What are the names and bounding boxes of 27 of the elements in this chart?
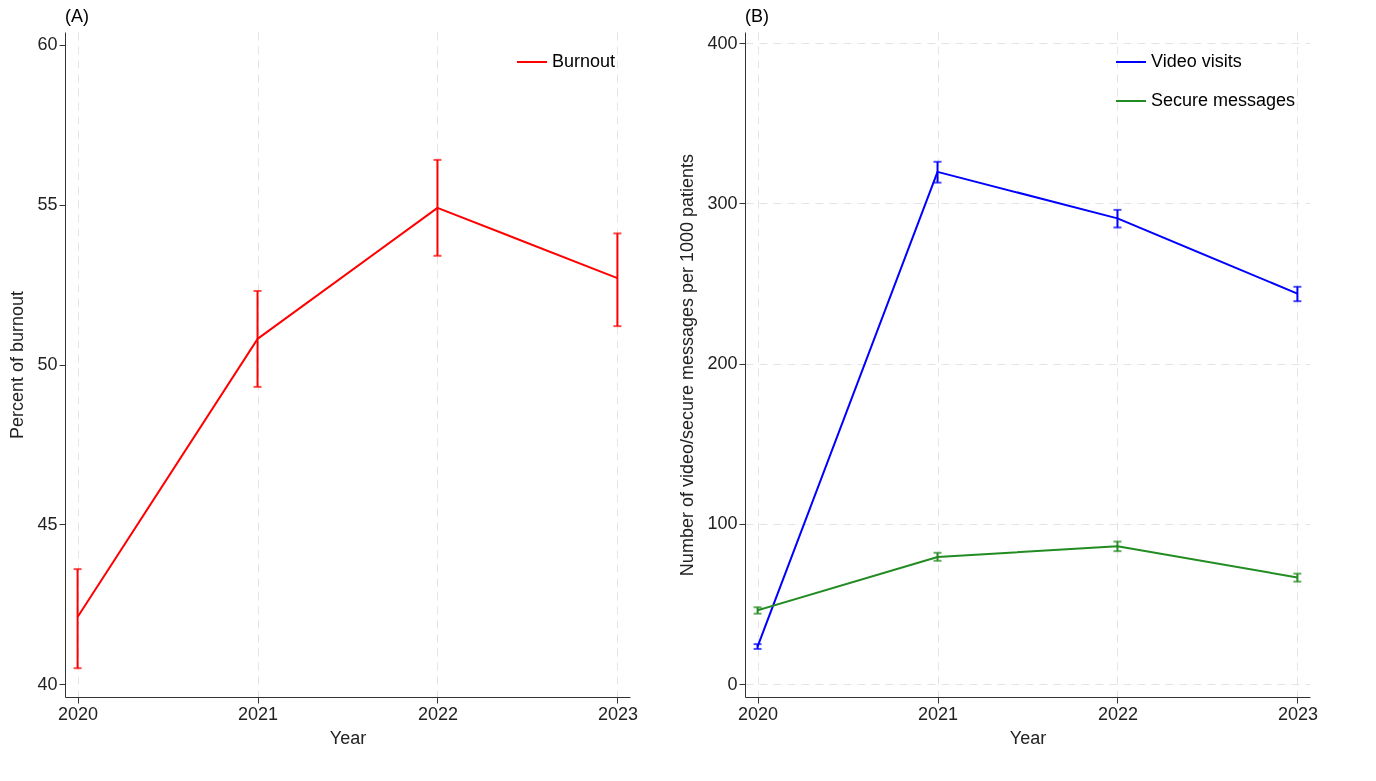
x-tick-label: 2021 — [918, 703, 959, 724]
x-tick-label: 2020 — [738, 703, 779, 724]
x-axis-title: Year — [1009, 727, 1047, 748]
chart-title: (B) — [745, 6, 769, 26]
x-tick-label: 2023 — [597, 703, 638, 724]
y-tick-label: 55 — [37, 194, 58, 215]
y-tick-label: 100 — [707, 513, 738, 534]
x-axis-title: Year — [329, 727, 367, 748]
legend-label: Video visits — [1151, 51, 1242, 71]
legend-label: Secure messages — [1151, 90, 1296, 110]
y-tick-label: 60 — [37, 34, 58, 55]
y-tick-label: 45 — [37, 513, 58, 534]
y-axis-title: Number of video/secure messages per 1000 patients — [677, 153, 698, 577]
x-tick-label: 2020 — [58, 703, 99, 724]
y-tick-label: 300 — [707, 192, 738, 213]
x-tick-label: 2022 — [417, 703, 458, 724]
y-tick-label: 40 — [37, 673, 58, 694]
y-tick-label: 50 — [37, 354, 58, 374]
x-tick-label: 2022 — [1097, 703, 1138, 724]
x-tick-label: 2021 — [238, 703, 279, 724]
y-tick-label: 0 — [727, 673, 738, 694]
y-tick-label: 400 — [707, 32, 738, 53]
y-axis-title: Percent of burnout — [7, 290, 28, 440]
x-tick-label: 2023 — [1277, 703, 1318, 724]
chart-title: (A) — [65, 6, 89, 26]
legend-label: Burnout — [552, 51, 616, 71]
y-tick-label: 200 — [707, 353, 738, 374]
